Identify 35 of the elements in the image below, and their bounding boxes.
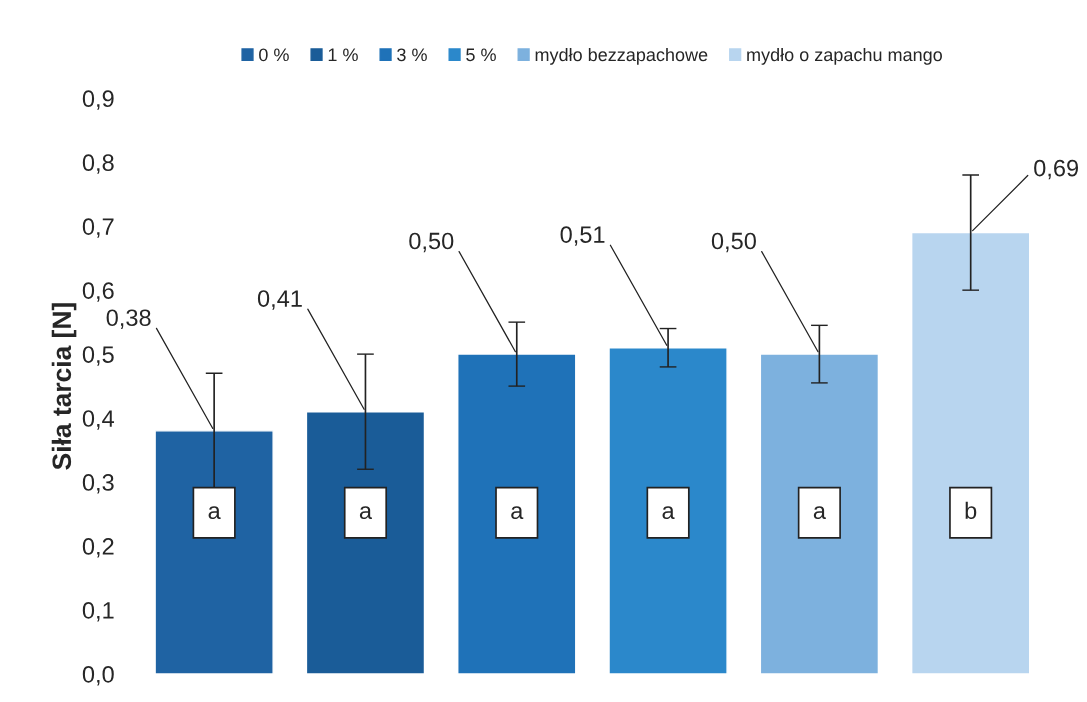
legend-label: mydło o zapachu mango: [747, 47, 942, 65]
y-tick-label: 0,2: [82, 538, 114, 558]
data-label: 0,51: [560, 226, 605, 246]
data-label: 0,50: [711, 232, 756, 253]
y-tick-label: 0,5: [82, 346, 114, 366]
bar: [608, 347, 728, 674]
y-tick-label: 0,7: [82, 218, 114, 238]
bar: [305, 410, 426, 674]
data-label: 0,69: [1034, 159, 1079, 180]
data-label: 0,50: [409, 232, 454, 253]
bar: [154, 430, 274, 674]
legend-label: 3 %: [397, 48, 427, 62]
bar: [457, 353, 577, 674]
annotation: b: [965, 501, 977, 520]
annotation: a: [813, 506, 826, 520]
annotation: a: [511, 506, 524, 520]
y-tick-label: 0,1: [82, 602, 114, 622]
data-label: 0,38: [106, 309, 151, 329]
data-label: 0,41: [257, 290, 302, 310]
annotation: a: [208, 506, 221, 520]
y-tick-label: 0,4: [82, 410, 115, 430]
y-tick-label: 0,6: [82, 282, 114, 302]
legend-label: mydło bezzapachowe: [535, 47, 708, 65]
legend-label: 1 %: [328, 48, 358, 62]
y-tick-label: 0,0: [82, 665, 114, 686]
legend-label: 0 %: [259, 48, 289, 62]
annotation: a: [662, 506, 675, 520]
y-tick-label: 0,8: [82, 154, 114, 174]
annotation: a: [359, 506, 373, 520]
y-tick-label: 0,3: [82, 474, 114, 494]
bar: [759, 353, 880, 674]
y-axis-title: Siła tarcia [N]: [51, 303, 77, 470]
y-tick-label: 0,9: [82, 90, 114, 110]
bar: [910, 231, 1031, 674]
legend-label: 5 %: [466, 48, 496, 62]
